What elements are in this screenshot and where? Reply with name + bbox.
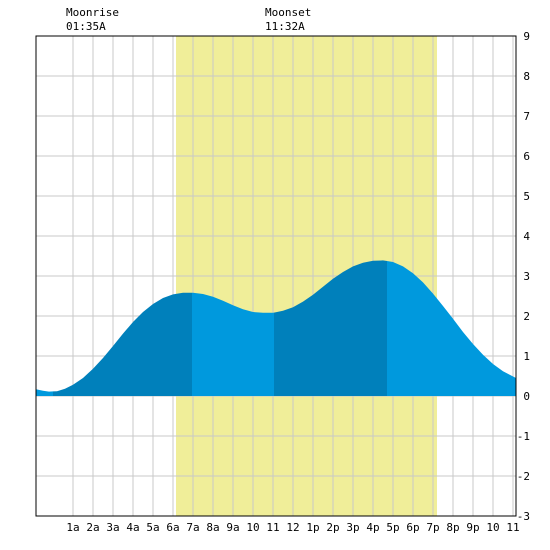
x-tick-label: 9a: [226, 521, 239, 534]
tide-area-segment: [36, 389, 53, 396]
x-tick-label: 2a: [86, 521, 99, 534]
y-tick-label: -1: [517, 430, 530, 443]
y-tick-label: 5: [523, 190, 530, 203]
y-tick-label: 1: [523, 350, 530, 363]
x-tick-label: 8a: [206, 521, 219, 534]
x-tick-label: 3a: [106, 521, 119, 534]
x-tick-label: 5a: [146, 521, 159, 534]
x-tick-label: 6a: [166, 521, 179, 534]
x-tick-label: 8p: [446, 521, 459, 534]
plot-frame: [35, 35, 517, 517]
x-tick-label: 4a: [126, 521, 139, 534]
tide-area-segment: [387, 261, 516, 396]
y-tick-label: 3: [523, 270, 530, 283]
moonrise-time: 01:35A: [66, 20, 106, 33]
x-tick-label: 3p: [346, 521, 359, 534]
y-tick-label: 2: [523, 310, 530, 323]
tide-area-segment: [274, 260, 387, 396]
moonset-time: 11:32A: [265, 20, 305, 33]
x-tick-label: 7p: [426, 521, 439, 534]
x-tick-label: 2p: [326, 521, 339, 534]
x-tick-label: 11: [506, 521, 519, 534]
x-tick-label: 9p: [466, 521, 479, 534]
x-tick-label: 4p: [366, 521, 379, 534]
x-tick-label: 12: [286, 521, 299, 534]
moonrise-label: Moonrise: [66, 6, 119, 19]
x-tick-label: 5p: [386, 521, 399, 534]
y-tick-label: 0: [523, 390, 530, 403]
y-tick-label: 4: [523, 230, 530, 243]
tide-area-segment: [192, 292, 274, 396]
tide-area-segment: [53, 292, 192, 396]
y-tick-label: -2: [517, 470, 530, 483]
x-tick-label: 11: [266, 521, 279, 534]
y-tick-label: 9: [523, 30, 530, 43]
x-tick-label: 7a: [186, 521, 199, 534]
x-tick-label: 1a: [66, 521, 79, 534]
y-tick-label: 7: [523, 110, 530, 123]
y-tick-label: -3: [517, 510, 530, 523]
x-tick-label: 6p: [406, 521, 419, 534]
moonset-label: Moonset: [265, 6, 311, 19]
x-tick-label: 1p: [306, 521, 319, 534]
x-tick-label: 10: [246, 521, 259, 534]
y-tick-label: 6: [523, 150, 530, 163]
x-tick-label: 10: [486, 521, 499, 534]
y-tick-label: 8: [523, 70, 530, 83]
